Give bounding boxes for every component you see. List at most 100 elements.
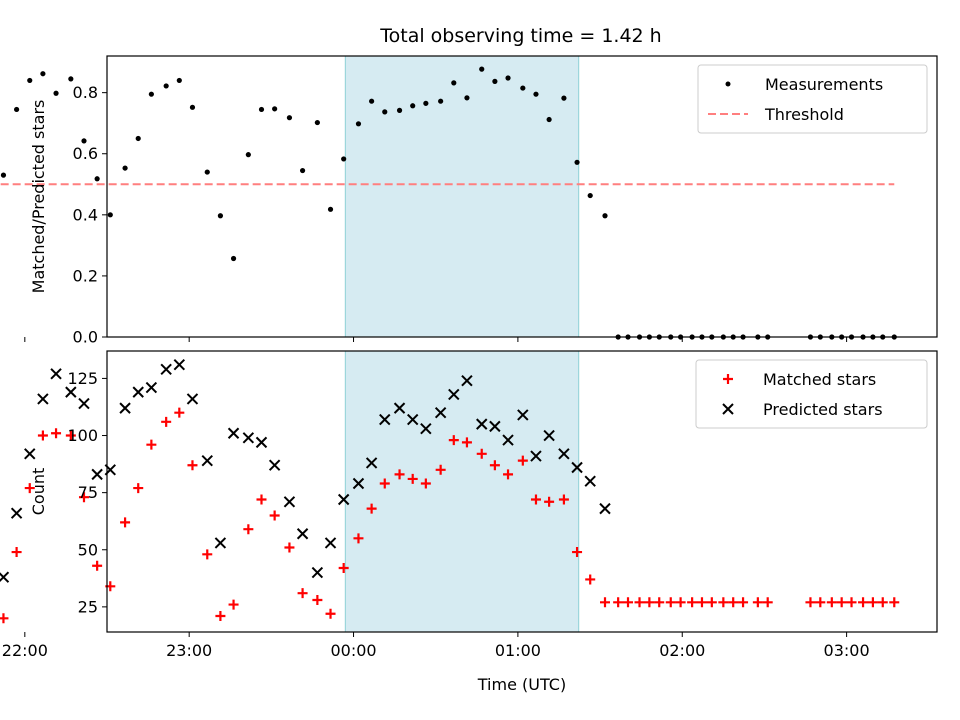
measurement-point [286, 115, 293, 121]
predicted-stars-point [283, 496, 296, 508]
x-tick-label: 02:00 [659, 641, 705, 660]
predicted-stars-point [10, 507, 23, 519]
x-tick-label: 00:00 [330, 641, 376, 660]
measurement-point [230, 255, 237, 262]
legend-threshold-label: Threshold [764, 105, 844, 124]
matched-stars-point [877, 597, 888, 608]
measurement-point [382, 109, 388, 115]
matched-stars-point [202, 549, 213, 560]
matched-stars-point [644, 597, 655, 608]
matched-stars-point [696, 597, 707, 608]
measurement-point [217, 213, 224, 219]
matched-stars-point [815, 597, 826, 608]
matched-stars-point [215, 611, 226, 622]
matched-stars-point [420, 478, 431, 489]
matched-stars-point [37, 430, 48, 441]
predicted-stars-point [201, 454, 213, 467]
measurement-point [438, 98, 444, 104]
measurement-point [561, 95, 567, 101]
matched-stars-point [675, 597, 686, 608]
y-tick-label: 0.0 [73, 328, 98, 347]
x-tick-label: 22:00 [2, 641, 48, 660]
predicted-stars-point [24, 448, 36, 460]
measurement-point [533, 91, 539, 97]
predicted-stars-point [517, 409, 529, 421]
matched-stars-point [858, 597, 869, 608]
measurement-point [94, 176, 100, 182]
bottom-y-axis-label: Count [29, 468, 48, 516]
measurement-point [369, 98, 375, 104]
y-tick-label: 100 [67, 426, 98, 445]
x-tick-label: 23:00 [166, 641, 212, 660]
measurement-point [520, 85, 526, 91]
measurement-point [299, 167, 306, 174]
matched-stars-point [325, 608, 336, 619]
matched-stars-point [461, 437, 472, 448]
matched-stars-point [489, 460, 500, 471]
predicted-stars-point [160, 363, 172, 375]
legend-x-glyph [722, 403, 734, 415]
predicted-stars-point [406, 413, 419, 426]
matched-stars-point [517, 455, 528, 466]
measurement-point [602, 213, 608, 219]
measurement-point [341, 156, 347, 162]
matched-stars-point [762, 597, 773, 608]
predicted-stars-point [584, 475, 596, 487]
matched-stars-point [120, 517, 131, 528]
legend-measurements-label: Measurements [765, 75, 883, 94]
y-tick-label: 25 [78, 597, 98, 616]
bottom-data-marks [0, 358, 900, 624]
legend-predicted-label: Predicted stars [763, 400, 883, 419]
matched-stars-point [338, 563, 349, 574]
predicted-stars-point [476, 418, 488, 430]
predicted-stars-point [543, 429, 555, 442]
matched-stars-point [161, 416, 172, 427]
measurement-point [27, 77, 33, 84]
measurement-point [107, 212, 113, 218]
bottom-legend-box [695, 359, 928, 429]
measurement-point [245, 152, 251, 158]
matched-stars-point [366, 503, 377, 514]
y-tick-label: 0.2 [73, 266, 98, 285]
predicted-stars-point [337, 493, 350, 506]
matched-stars-point [78, 492, 89, 503]
x-tick-label: 03:00 [824, 641, 870, 660]
matched-stars-point [654, 597, 665, 608]
matched-stars-point [889, 597, 900, 608]
predicted-stars-point [352, 477, 365, 490]
matched-stars-point [65, 430, 76, 441]
matched-stars-point [435, 464, 446, 475]
matched-stars-point [634, 597, 645, 608]
bottom-axes-frame [106, 350, 938, 633]
matched-stars-point [585, 574, 596, 585]
matched-stars-point [687, 597, 698, 608]
predicted-stars-point [530, 450, 542, 462]
predicted-stars-point [296, 528, 309, 540]
matched-stars-point [600, 597, 610, 608]
predicted-stars-point [420, 422, 432, 435]
measurement-point [505, 75, 511, 81]
matched-stars-point [394, 469, 405, 480]
predicted-stars-point [37, 393, 49, 405]
matched-stars-point [613, 597, 624, 608]
predicted-stars-point [571, 461, 583, 474]
bottom-legend: Matched stars Predicted stars [695, 359, 928, 429]
predicted-stars-point [268, 459, 281, 471]
measurement-point [492, 78, 498, 84]
measurement-point [122, 165, 128, 171]
predicted-stars-point [489, 420, 501, 433]
measurement-point [423, 100, 429, 106]
measurement-point [464, 95, 470, 101]
predicted-stars-point [65, 386, 77, 398]
legend-predicted-marker [722, 403, 734, 415]
bottom-panel: 25 50 75 100 125 22:00 23:00 00:00 01:00 02:00 03… [0, 350, 938, 694]
matched-stars-point [379, 478, 390, 489]
measurement-point [574, 159, 580, 165]
measurement-point [327, 206, 334, 212]
measurement-point [40, 71, 46, 77]
top-legend: Measurements Threshold [697, 64, 928, 134]
matched-stars-point [312, 595, 323, 606]
predicted-stars-point [145, 381, 158, 394]
bottom-x-axis-label: Time (UTC) [477, 675, 566, 694]
figure-title: Total observing time = 1.42 h [379, 25, 661, 47]
